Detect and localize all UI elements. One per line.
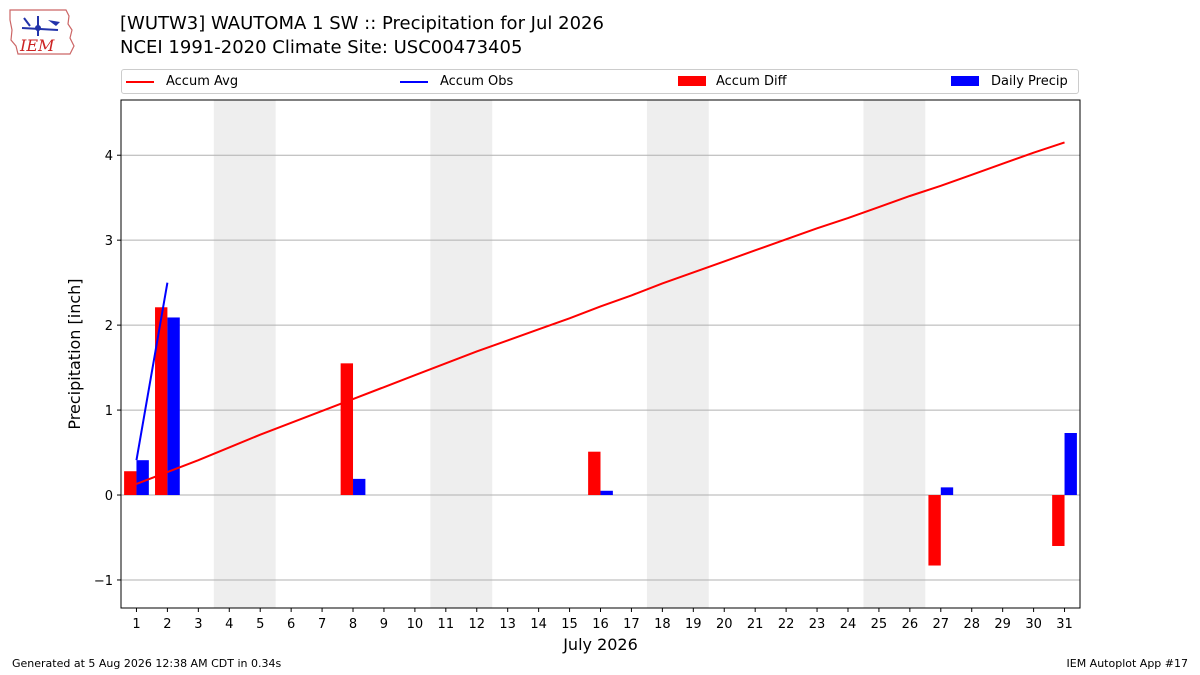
- x-tick-label: 10: [407, 617, 424, 632]
- y-tick-label: 4: [105, 149, 113, 164]
- x-tick-label: 28: [963, 617, 980, 632]
- x-tick-label: 27: [933, 617, 950, 632]
- line-accum-obs: [135, 282, 169, 461]
- x-tick-label: 16: [592, 617, 609, 632]
- x-tick-label: 19: [685, 617, 702, 632]
- x-tick-label: 8: [349, 617, 357, 632]
- weekend-shade-3: [646, 100, 709, 608]
- bar-accum-diff: [928, 495, 941, 566]
- bar-daily-precip: [136, 460, 149, 496]
- line-accum-avg: [136, 141, 1065, 485]
- legend-swatch-accum-diff: [678, 76, 706, 86]
- bar-daily-precip: [940, 487, 954, 496]
- x-tick-label: 26: [902, 617, 919, 632]
- legend-label-accum-diff: Accum Diff: [716, 74, 787, 89]
- weekend-shade-2: [430, 100, 493, 608]
- chart-subtitle: NCEI 1991-2020 Climate Site: USC00473405: [120, 37, 523, 58]
- x-tick-label: 31: [1056, 617, 1073, 632]
- legend-label-daily-precip: Daily Precip: [991, 74, 1068, 89]
- x-tick-label: 1: [132, 617, 140, 632]
- x-tick-label: 12: [468, 617, 485, 632]
- x-tick-label: 30: [1025, 617, 1042, 632]
- weekend-shade-1: [213, 100, 276, 608]
- bar-daily-precip: [1064, 433, 1077, 496]
- bar-accum-diff: [155, 307, 168, 496]
- x-tick-label: 9: [380, 617, 388, 632]
- x-tick-label: 14: [530, 617, 547, 632]
- legend-swatch-accum-obs: [400, 81, 428, 83]
- x-tick-label: 18: [654, 617, 671, 632]
- chart-title: [WUTW3] WAUTOMA 1 SW :: Precipitation fo…: [120, 13, 604, 34]
- x-tick-label: 4: [225, 617, 233, 632]
- y-tick-label: −1: [94, 574, 113, 589]
- y-tick-label: 1: [105, 404, 113, 419]
- bar-daily-precip: [353, 478, 366, 496]
- bar-accum-diff: [124, 471, 137, 496]
- bar-daily-precip: [167, 317, 180, 496]
- x-tick-label: 15: [561, 617, 578, 632]
- x-tick-label: 6: [287, 617, 295, 632]
- legend-swatch-daily-precip: [951, 76, 979, 86]
- legend-swatch-accum-avg: [126, 81, 154, 83]
- bar-accum-diff: [340, 363, 354, 496]
- iem-logo: IEM: [8, 6, 78, 62]
- x-tick-label: 11: [438, 617, 455, 632]
- logo-text: IEM: [19, 36, 55, 55]
- x-tick-label: 17: [623, 617, 640, 632]
- x-axis-label: July 2026: [562, 635, 638, 654]
- y-axis-label: Precipitation [inch]: [65, 278, 84, 429]
- bar-accum-diff: [1052, 495, 1065, 546]
- x-tick-label: 21: [747, 617, 764, 632]
- legend-label-accum-obs: Accum Obs: [440, 74, 514, 89]
- x-tick-label: 23: [809, 617, 826, 632]
- y-tick-label: 2: [105, 319, 113, 334]
- x-tick-label: 2: [163, 617, 171, 632]
- x-tick-label: 3: [194, 617, 202, 632]
- x-tick-label: 5: [256, 617, 264, 632]
- x-tick-label: 25: [871, 617, 888, 632]
- x-tick-label: 24: [840, 617, 857, 632]
- bar-daily-precip: [600, 490, 613, 496]
- x-tick-label: 7: [318, 617, 326, 632]
- app-credit: IEM Autoplot App #17: [1066, 657, 1189, 670]
- y-tick-label: 3: [105, 234, 113, 249]
- generated-timestamp: Generated at 5 Aug 2026 12:38 AM CDT in …: [12, 657, 282, 670]
- x-tick-label: 20: [716, 617, 733, 632]
- weekend-shade-4: [863, 100, 926, 608]
- legend-label-accum-avg: Accum Avg: [166, 74, 239, 89]
- legend: Accum Avg Accum Obs Accum Diff Daily Pre…: [121, 69, 1079, 94]
- x-tick-label: 13: [499, 617, 516, 632]
- y-tick-label: 0: [105, 489, 113, 504]
- x-tick-label: 22: [778, 617, 795, 632]
- x-tick-label: 29: [994, 617, 1011, 632]
- bar-accum-diff: [588, 451, 601, 496]
